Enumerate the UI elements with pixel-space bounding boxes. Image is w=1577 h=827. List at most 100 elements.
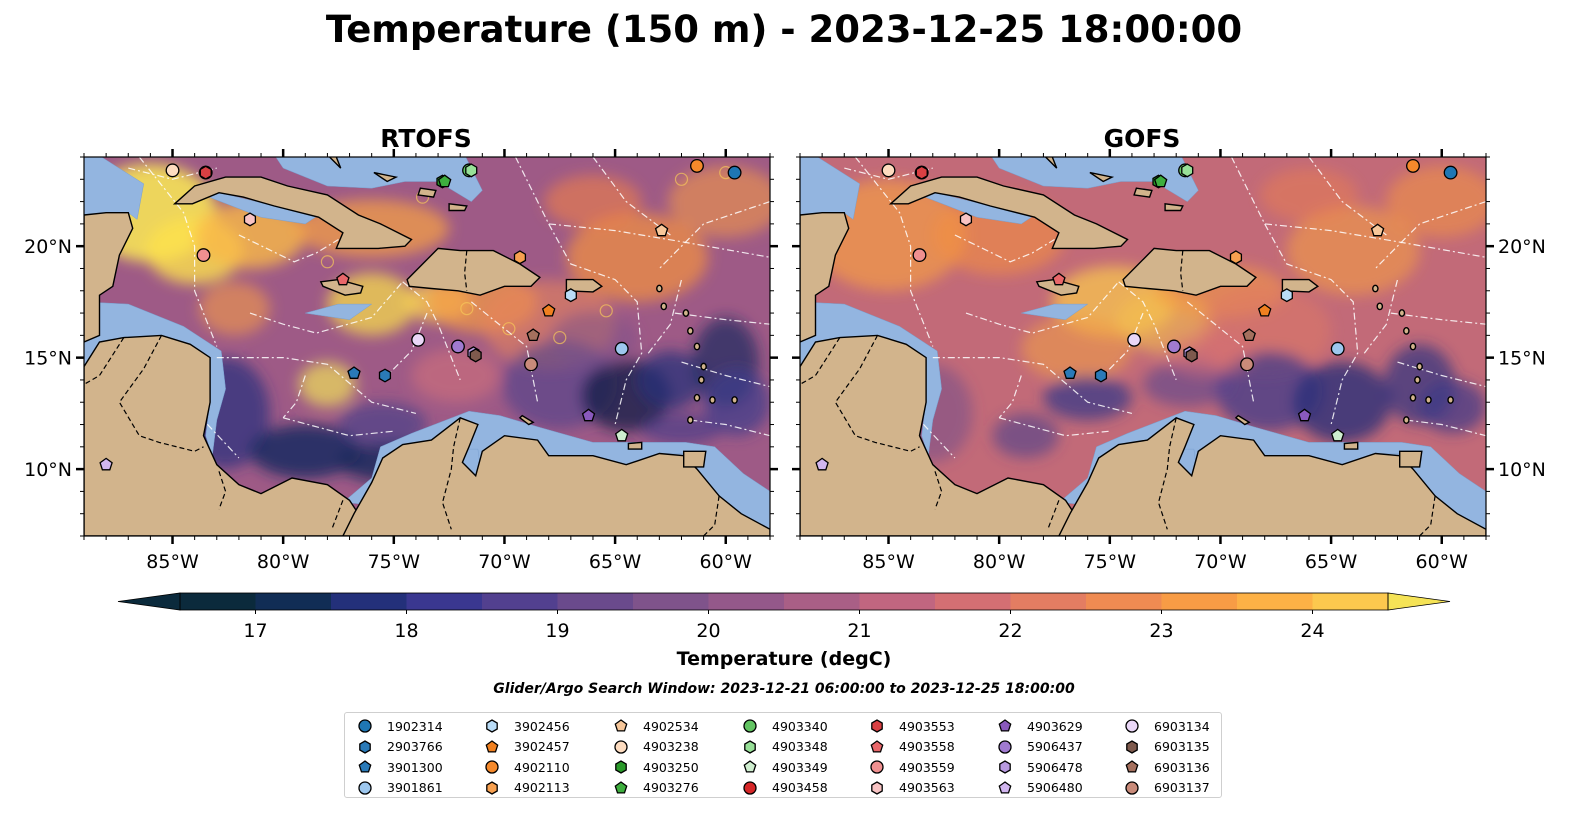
- legend-label: 6903135: [1154, 739, 1210, 754]
- temperature-anomaly: [249, 424, 361, 479]
- float-marker-3902457: [541, 303, 556, 317]
- legend-marker-circle: [998, 739, 1012, 754]
- land-puerto-rico: [565, 278, 604, 293]
- land-yucatan: [84, 212, 134, 343]
- legend-item-5906480: 5906480: [997, 779, 1083, 797]
- eez-line: [1308, 157, 1387, 236]
- legend-item-4903340: 4903340: [742, 717, 828, 735]
- lesser-antilles-island: [1416, 362, 1423, 371]
- legend-label: 4903559: [899, 759, 955, 775]
- legend-marker-icon: [486, 719, 498, 733]
- legend-marker-icon: [998, 739, 1012, 754]
- gofs-map-frame: 85°W 80°W 75°W 70°W 65°W 60°W 10°N 15°N 20°N: [792, 149, 1546, 573]
- float-marker-3901861: [614, 341, 629, 356]
- legend-marker-icon: [486, 780, 498, 795]
- lesser-antilles-island: [693, 393, 701, 402]
- x-tick-label: 80°W: [973, 551, 1026, 573]
- eez-line: [658, 201, 770, 269]
- legend-label: 4902110: [514, 759, 570, 775]
- eddy-swirl: [460, 302, 474, 316]
- float-marker-3901300: [1063, 366, 1077, 379]
- eez-line: [470, 301, 539, 403]
- float-marker-4902534: [654, 223, 669, 237]
- temperature-anomaly: [1286, 206, 1420, 296]
- eez-line: [548, 223, 643, 425]
- colorbar-tick-label: 19: [545, 620, 569, 642]
- legend-label: 1902314: [387, 718, 443, 734]
- legend-item-2903766: 2903766: [357, 738, 443, 756]
- float-marker-4902110: [1406, 158, 1420, 173]
- float-marker-6903136: [526, 328, 540, 342]
- temperature-anomaly: [338, 402, 427, 447]
- lesser-antilles-island: [1403, 416, 1410, 424]
- legend-label: 3902457: [514, 739, 570, 754]
- land-hispaniola: [1122, 247, 1257, 296]
- rtofs-map-frame: 85°W 80°W 75°W 70°W 65°W 60°W 10°N 15°N 20°N: [24, 149, 778, 573]
- land-south-america: [1058, 417, 1486, 536]
- legend-marker-pentagon: [743, 760, 757, 773]
- legend-marker-pentagon: [358, 760, 372, 773]
- legend-marker-icon: [358, 760, 372, 773]
- float-marker-2903766: [378, 368, 392, 383]
- float-marker-4903563: [243, 212, 257, 227]
- land-bahamas-d: [1164, 203, 1184, 212]
- legend-item-6903135: 6903135: [1124, 738, 1210, 756]
- legend-marker-pentagon: [998, 719, 1012, 732]
- float-marker-4903558: [1052, 272, 1066, 286]
- x-tick-label: 65°W: [589, 551, 642, 573]
- eez-line: [514, 157, 770, 258]
- legend-marker-icon: [744, 739, 756, 754]
- temperature-anomaly: [992, 413, 1059, 458]
- legend-label: 4902113: [514, 780, 570, 795]
- float-marker-5906480: [99, 457, 113, 471]
- legend-marker-hexagon: [871, 719, 883, 733]
- float-marker-4903559: [912, 248, 927, 263]
- lesser-antilles-island: [1414, 376, 1421, 384]
- legend-item-1902314: 1902314: [357, 717, 443, 735]
- land-curacao: [1234, 414, 1251, 426]
- land-cuba: [172, 176, 413, 250]
- float-marker-4903276: [437, 174, 452, 188]
- legend-label: 2903766: [387, 739, 443, 754]
- float-marker-5906437: [451, 339, 465, 354]
- legend-item-5906478: 5906478: [997, 758, 1083, 776]
- float-marker-4903238: [165, 163, 180, 178]
- legend-item-6903134: 6903134: [1124, 717, 1210, 735]
- border-line: [84, 337, 125, 385]
- float-legend: 1902314 2903766 3901300 3901861 3902456 39024…: [344, 712, 1222, 798]
- legend-marker-icon: [870, 739, 884, 753]
- legend-item-3902457: 3902457: [484, 738, 570, 756]
- eez-line: [138, 157, 218, 347]
- eez-line: [954, 234, 1055, 263]
- legend-marker-icon: [743, 719, 757, 733]
- lesser-antilles-island: [693, 342, 701, 351]
- legend-item-3901300: 3901300: [357, 758, 443, 776]
- legend-marker-pentagon: [998, 780, 1012, 794]
- legend-marker-icon: [871, 719, 883, 733]
- legend-marker-hexagon: [1126, 739, 1138, 754]
- float-marker-6903137: [1240, 357, 1254, 372]
- legend-item-4903349: 4903349: [742, 758, 828, 776]
- colorbar-segment: [255, 593, 332, 610]
- border-line: [441, 417, 461, 530]
- float-marker-6903134: [1127, 332, 1142, 347]
- legend-label: 4903629: [1027, 718, 1083, 734]
- eez-line: [647, 279, 683, 354]
- float-marker-4902113: [513, 250, 527, 265]
- legend-item-4903238: 4903238: [613, 738, 699, 756]
- eez-line: [1397, 361, 1486, 388]
- lesser-antilles-island: [1409, 342, 1417, 351]
- legend-marker-icon: [485, 739, 499, 753]
- float-marker-6903136: [1242, 328, 1256, 342]
- colorbar-tick-label: 21: [847, 620, 871, 642]
- float-marker-5906437: [1167, 339, 1181, 354]
- eez-line: [1118, 281, 1177, 381]
- temperature-anomaly: [637, 350, 704, 409]
- x-tick-label: 60°W: [700, 551, 753, 573]
- rtofs-panel-title: RTOFS: [380, 124, 472, 153]
- lesser-antilles-island: [1403, 326, 1410, 335]
- legend-label: 4903458: [772, 780, 828, 795]
- colorbar-segment: [180, 593, 257, 610]
- legend-marker-icon: [999, 760, 1011, 774]
- eez-line: [382, 312, 428, 381]
